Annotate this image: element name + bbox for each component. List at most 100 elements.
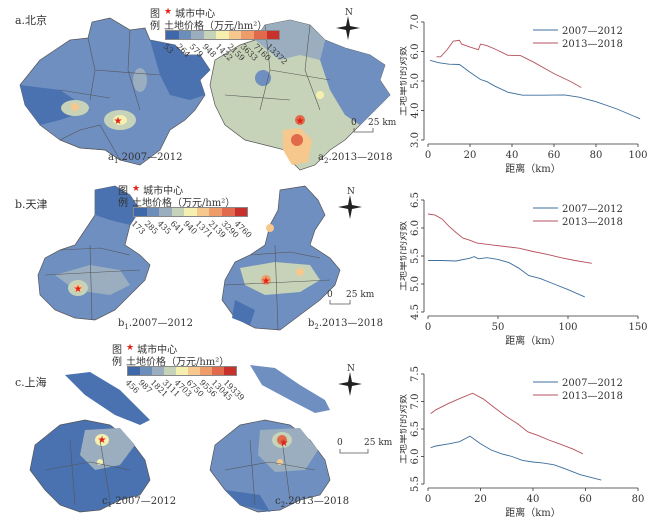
svg-text:★: ★ [280,438,289,449]
legend-label: 2013—2018 [562,39,623,50]
series-line-2013—2018 [436,39,582,88]
x-tick-label: 40 [527,494,540,505]
x-tick-label: 80 [590,150,603,161]
north-label: N [347,187,355,197]
legend-swatch [266,31,280,39]
legend-swatch [178,31,192,39]
scale-distance: 25 km [364,438,393,448]
legend-swatch [128,367,140,375]
legend-swatch [191,31,204,39]
legend-price-label: 土地价格（万元/hm²） [126,356,230,368]
x-tick-label: 80 [632,494,645,505]
city-center-star-icon: ★ [114,116,123,127]
y-tick-label: 6.0 [410,449,421,465]
legend-row-price: 例土地价格（万元/hm²） [118,195,248,209]
x-tick-label: 60 [579,494,592,505]
svg-text:★: ★ [98,435,107,446]
x-tick-label: 60 [548,150,561,161]
map-tianjin-2007-2012: ★ [37,185,151,321]
y-tick-label: 5.0 [410,73,421,89]
legend-title-char: 例 [150,20,160,32]
series-line-2007—2012 [430,435,602,481]
legend-swatch [159,208,172,216]
series-line-2013—2018 [430,392,584,455]
x-tick-label: 20 [464,150,477,161]
x-tick-label: 20 [474,494,487,505]
legend-swatch [134,208,147,216]
legend-swatch [224,367,236,375]
chart-beijing: 0 20 40 60 80 100 3.0 4.0 5.0 6.0 7.0 距离（km） 土地单价的对数… [400,14,648,175]
scale-zero: 0 [327,290,333,300]
legend-label: 2013—2018 [562,217,623,228]
series-line-2007—2012 [428,256,585,298]
y-tick-label: 6.0 [410,44,421,60]
legend-swatch [253,31,267,39]
y-tick-label: 7.0 [410,14,421,30]
legend-row-center: 图 ★ 城市中心 [150,6,280,20]
legend-beijing: 图 ★ 城市中心例土地价格（万元/hm²） 53 264 579 948 1422 2159 36… [150,6,289,66]
x-tick-label: 100 [628,150,647,161]
legend-swatch [184,208,197,216]
svg-text:★: ★ [262,276,271,287]
y-axis-label: 土地单价的对数 [400,394,409,464]
x-axis-label: 距离（km） [505,506,561,519]
x-tick-label: 0 [425,322,431,333]
y-tick-label: 3.0 [410,132,421,148]
map-caption-a1: a1.2007—2012 [108,152,183,165]
series-line-2007—2012 [429,59,641,120]
legend-shanghai: 图 ★ 城市中心例土地价格（万元/hm²） 456 987 1821 3111 4703 675… [112,342,246,402]
map-shanghai-2007-2012: ★ [29,372,151,513]
scale-zero: 0 [351,118,357,128]
legend-ticks: 53 264 579 948 1422 2159 3633 7160 13372 [162,40,289,66]
y-tick-label: 4.5 [410,304,421,320]
north-label: N [345,8,353,18]
map-beijing-2007-2012: ★ [19,17,211,166]
legend-swatch [203,31,217,39]
legend-swatch [234,208,248,216]
legend-row-price: 例土地价格（万元/hm²） [112,354,237,368]
city-center-star-icon: ★ [126,343,135,353]
legend-color-ramp [165,30,280,40]
y-tick-label: 5.5 [410,476,421,492]
scale-distance: 25 km [346,290,375,300]
maps-canvas: ★ ★ ★ ★ [19,16,391,513]
city-center-star-icon: ★ [132,184,141,194]
legend-swatch [209,208,222,216]
legend-label: 2007—2012 [562,26,623,37]
north-arrow-icon [338,372,362,396]
legend-label: 2007—2012 [562,204,623,215]
legend-center-label: 城市中心 [143,185,184,197]
scale-distance: 25 km [368,118,397,128]
x-tick-label: 50 [492,322,505,333]
legend-title-char: 图 [118,185,128,197]
y-axis-label: 土地单价的对数 [400,221,409,291]
x-tick-label: 100 [558,322,577,333]
scale-bar [353,128,374,133]
y-tick-label: 6.5 [410,192,421,208]
map-caption-b1: b1.2007—2012 [118,318,193,331]
map-shanghai-2013-2018: ★ [209,365,331,513]
legend-swatch [152,367,164,375]
series-line-2013—2018 [427,213,592,264]
x-tick-label: 40 [506,150,519,161]
legend-row-price: 例土地价格（万元/hm²） [150,18,280,32]
legend-label: 2007—2012 [562,378,623,389]
legend-center-label: 城市中心 [175,8,216,20]
map-caption-b2: b2.2013—2018 [308,318,383,331]
legend-price-label: 土地价格（万元/hm²） [132,197,236,209]
legend-title-char: 例 [112,356,122,368]
map-caption-a2: a2.2013—2018 [318,152,393,165]
legend-swatch [212,367,224,375]
scale-bar [339,449,369,454]
legend-color-ramp [127,366,237,376]
y-tick-label: 7.5 [410,366,421,382]
row-label-beijing: a.北京 [15,14,48,27]
legend-swatch [221,208,235,216]
legend-tianjin: 图 ★ 城市中心例土地价格（万元/hm²） 173 285 435 641 940 1371 21… [118,183,253,243]
legend-swatch [200,367,212,375]
legend-ticks: 173 285 435 641 940 1371 2139 3290 4760 [130,217,253,243]
legend-label: 2013—2018 [562,391,623,402]
x-axis-label: 距离（km） [505,334,561,347]
north-arrow-icon [338,195,362,219]
legend-swatch [164,367,176,375]
